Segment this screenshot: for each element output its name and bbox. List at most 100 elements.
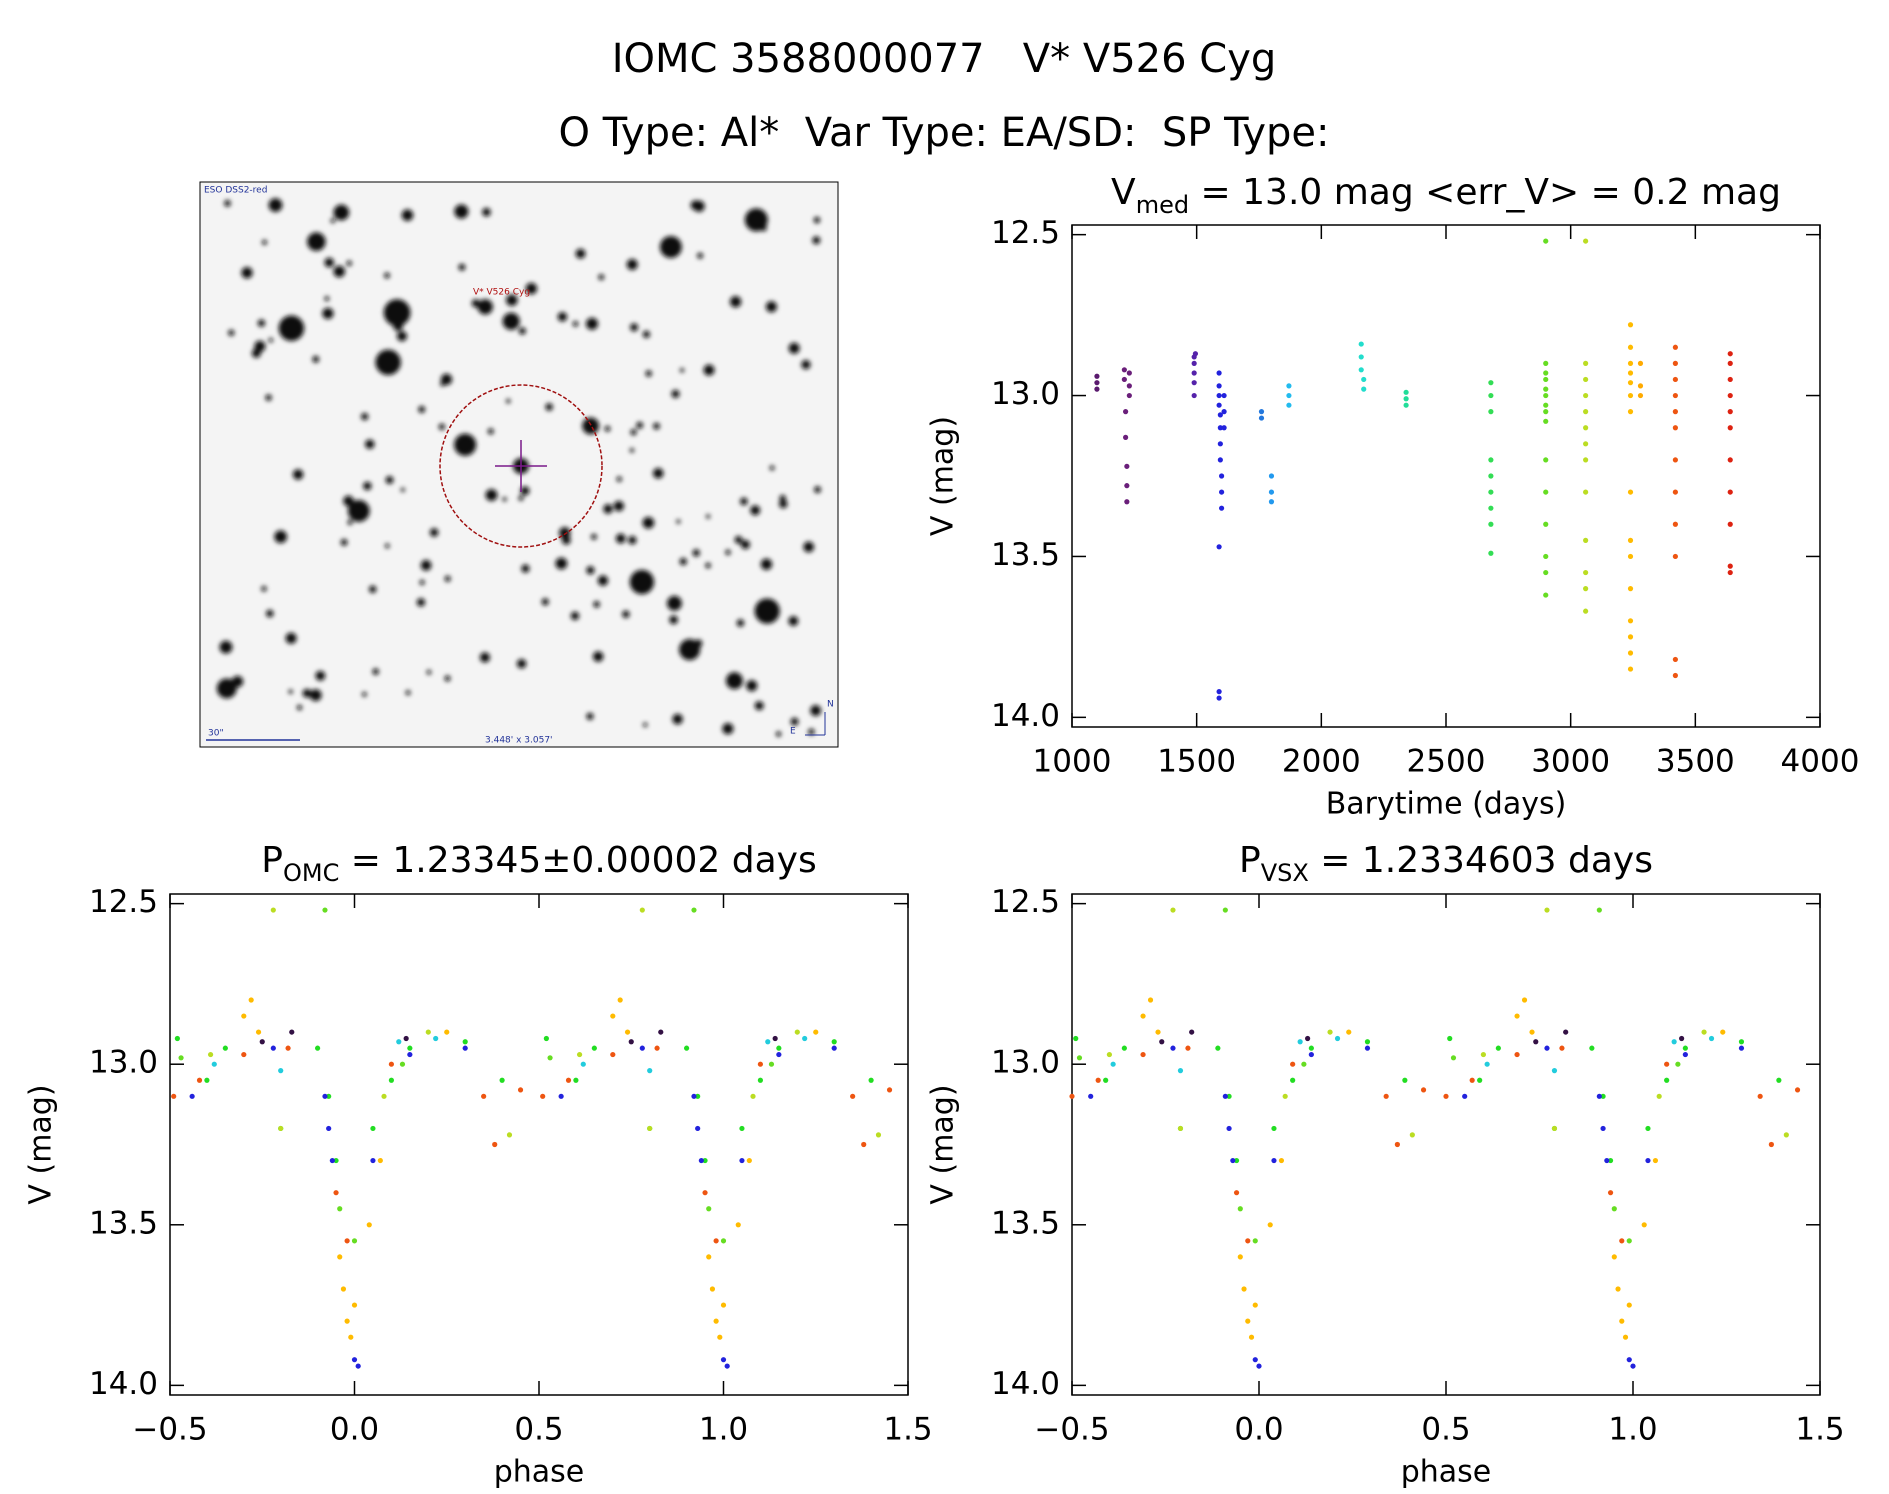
data-point: [403, 1035, 409, 1042]
data-point: [1627, 666, 1634, 672]
data-point: [1727, 425, 1733, 431]
star: [613, 500, 624, 512]
star: [630, 323, 639, 332]
data-point: [506, 1132, 513, 1138]
y-tick-label: 13.0: [991, 376, 1060, 412]
y-axis-label: V (mag): [926, 1084, 961, 1204]
star: [487, 428, 494, 435]
data-point: [407, 1051, 413, 1058]
data-point: [1551, 1125, 1558, 1132]
star: [671, 389, 680, 398]
data-point: [1383, 1093, 1389, 1099]
data-point: [735, 1222, 741, 1228]
data-point: [1543, 569, 1549, 576]
data-point: [1126, 370, 1132, 376]
star: [224, 200, 231, 207]
data-point: [326, 1093, 332, 1099]
star: [419, 579, 425, 585]
data-point: [1361, 376, 1367, 383]
data-point: [1627, 489, 1634, 495]
data-point: [1121, 367, 1127, 373]
star: [347, 519, 353, 525]
plot-frame: [1071, 893, 1821, 1396]
x-tick-label: 1.5: [883, 1412, 932, 1448]
data-point: [1626, 1357, 1632, 1363]
data-point: [1233, 1190, 1240, 1196]
x-tick-label: 3500: [1656, 744, 1735, 780]
data-point: [278, 1068, 284, 1074]
data-point: [1403, 396, 1409, 402]
data-point: [1672, 409, 1678, 415]
data-point: [1252, 1302, 1258, 1308]
data-point: [1245, 1238, 1251, 1244]
data-point: [1361, 386, 1367, 392]
data-point: [1450, 1055, 1457, 1061]
chart-title: POMC = 1.23345±0.00002 days: [261, 840, 816, 887]
star: [340, 538, 348, 546]
data-point: [1237, 1254, 1243, 1260]
data-point: [1268, 489, 1275, 495]
star: [231, 675, 244, 688]
data-point: [1290, 1077, 1296, 1083]
data-point: [1308, 1051, 1314, 1058]
x-tick-label: 1000: [1033, 744, 1112, 780]
title-part: = 13.0 mag <err_V> = 0.2 mag: [1189, 172, 1781, 213]
star: [296, 704, 303, 711]
data-point: [1252, 1238, 1258, 1244]
data-point: [886, 1087, 893, 1093]
data-point: [1543, 376, 1549, 383]
star: [705, 562, 711, 569]
x-tick-label: 0.5: [1421, 1412, 1470, 1448]
data-point: [1596, 907, 1602, 913]
data-point: [1076, 1055, 1083, 1061]
data-point: [1308, 1045, 1314, 1051]
data-point: [1727, 457, 1733, 463]
star: [361, 413, 369, 421]
data-point: [1543, 370, 1549, 376]
data-point: [1191, 380, 1197, 386]
data-point: [1124, 499, 1130, 505]
star: [393, 321, 403, 331]
data-point: [1488, 550, 1494, 556]
data-point: [1403, 389, 1409, 395]
star: [575, 248, 586, 259]
data-point: [547, 1055, 553, 1061]
star: [810, 705, 822, 716]
data-point: [702, 1157, 708, 1164]
data-point: [1627, 344, 1634, 350]
data-point: [178, 1055, 184, 1061]
data-point: [1147, 997, 1154, 1003]
data-point: [1358, 354, 1364, 360]
star: [362, 692, 367, 697]
star: [485, 489, 498, 502]
data-point: [647, 1068, 653, 1074]
data-point: [1627, 650, 1634, 656]
star: [440, 381, 445, 387]
data-point: [1727, 392, 1733, 399]
star: [643, 722, 648, 727]
data-point: [1583, 425, 1589, 431]
star: [803, 541, 815, 553]
data-point: [1583, 238, 1589, 244]
x-tick-label: 1.5: [1795, 1412, 1844, 1448]
data-point: [377, 1157, 383, 1164]
star: [458, 263, 466, 271]
star: [228, 329, 235, 336]
data-point: [1477, 1077, 1483, 1083]
data-point: [647, 1125, 653, 1132]
data-point: [322, 1093, 328, 1099]
star: [744, 208, 768, 232]
y-tick-label: 12.5: [89, 884, 158, 920]
data-point: [1488, 521, 1494, 527]
data-point: [1233, 1157, 1240, 1164]
data-point: [1221, 409, 1227, 415]
data-point: [259, 1039, 265, 1045]
star: [346, 260, 352, 266]
title-part: med: [1136, 191, 1189, 219]
star: [769, 465, 775, 471]
x-tick-label: 3000: [1531, 744, 1610, 780]
data-point: [1543, 418, 1549, 424]
data-point: [1622, 1334, 1629, 1340]
data-point: [1140, 1051, 1146, 1058]
star: [801, 360, 811, 370]
